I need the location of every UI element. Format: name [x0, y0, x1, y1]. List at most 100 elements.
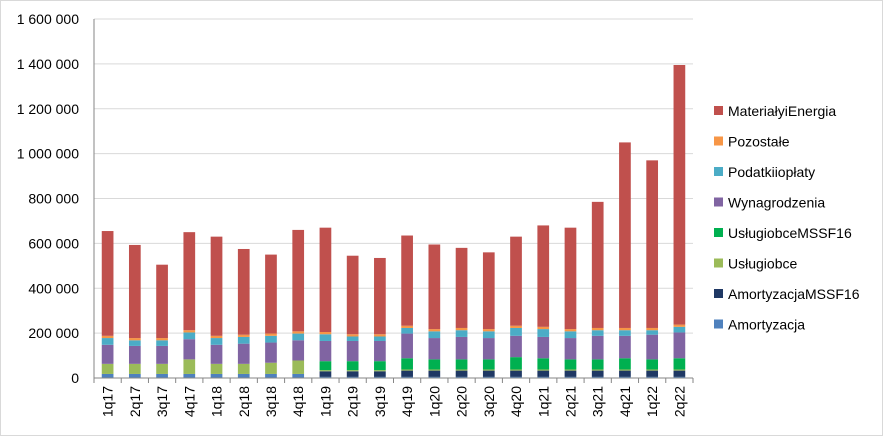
- bar-segment: [183, 330, 196, 333]
- bar-segment: [510, 335, 522, 358]
- legend-swatch: [714, 319, 723, 329]
- bar-segment: [265, 362, 277, 374]
- x-tick-label: 4q18: [290, 386, 306, 417]
- bar-segment: [401, 376, 413, 378]
- bar-segment: [210, 335, 223, 339]
- bar-segment: [292, 340, 305, 361]
- bar-segment: [428, 359, 441, 370]
- bar-segment: [346, 336, 359, 341]
- bar-segment: [537, 336, 550, 359]
- bar-segment: [646, 369, 659, 371]
- bar-segment: [156, 363, 168, 374]
- bar-segment: [673, 64, 686, 325]
- x-tick-label: 4q17: [181, 386, 197, 417]
- bar-segment: [537, 329, 550, 337]
- bar-segment: [482, 252, 495, 330]
- bar-segment: [319, 376, 332, 378]
- bar-segment: [237, 334, 250, 337]
- bar-segment: [401, 325, 413, 328]
- bar-segment: [237, 343, 250, 364]
- bar-segment: [591, 376, 604, 378]
- bar-segment: [510, 325, 522, 328]
- bar-segment: [646, 160, 659, 328]
- bar-segment: [156, 373, 168, 378]
- bar-segment: [455, 327, 468, 331]
- bar-segment: [401, 235, 413, 326]
- bar-segment: [428, 331, 441, 339]
- bar-segment: [455, 359, 468, 370]
- bar-segment: [619, 358, 631, 370]
- bar-segment: [128, 340, 141, 346]
- bar-segment: [619, 330, 631, 336]
- x-axis-tick-labels: 1q17 2q17 3q17 4q17 1q18 2q18 3q18 4q18 1q19 2q19…: [100, 386, 688, 417]
- bar-segment: [128, 338, 141, 341]
- bar-segment: [346, 371, 359, 377]
- bar-segment: [210, 363, 223, 374]
- bar-segment: [183, 332, 196, 340]
- x-tick-label: 4q20: [508, 386, 524, 417]
- x-tick-label: 1q17: [100, 386, 116, 417]
- x-tick-label: 4q19: [399, 386, 415, 417]
- bar-segment: [265, 335, 277, 343]
- bar-segment: [455, 247, 468, 328]
- y-axis-tick-labels: 0 200 000 400 000 600 000 800 000 1 000 000 1 …: [17, 11, 80, 386]
- bar-segment: [619, 370, 631, 377]
- bar-segment: [319, 370, 332, 372]
- bar-segment: [646, 376, 659, 378]
- x-tick-label: 1q22: [644, 386, 660, 417]
- bar-segment: [564, 370, 577, 377]
- bar-segment: [591, 359, 604, 370]
- x-tick-label: 3q18: [263, 386, 279, 417]
- bar-segment: [673, 326, 686, 333]
- x-tick-label: 1q18: [209, 386, 225, 417]
- bar-segment: [564, 359, 577, 370]
- bar-segment: [673, 369, 686, 371]
- legend-swatch: [714, 106, 723, 115]
- bar-segment: [591, 335, 604, 360]
- bar-segment: [537, 358, 550, 370]
- bar-segment: [128, 345, 141, 364]
- bar-segment: [156, 340, 168, 346]
- legend: MateriałyiEnergia Pozostałe Podatkiiopłaty…: [714, 103, 860, 333]
- bar-segment: [346, 334, 359, 337]
- bar-segment: [210, 373, 223, 378]
- bar-segment: [619, 335, 631, 359]
- bar-segment: [619, 369, 631, 371]
- bar-segment: [591, 330, 604, 336]
- bar-segment: [428, 376, 441, 378]
- bar-segment: [510, 370, 522, 377]
- bar-segment: [346, 370, 359, 372]
- bar-segment: [292, 229, 305, 332]
- bar-segment: [482, 376, 495, 378]
- bar-segment: [428, 329, 441, 332]
- bar-segment: [537, 369, 550, 371]
- bar-segment: [156, 264, 168, 339]
- bar-segment: [346, 361, 359, 371]
- bar-segment: [428, 338, 441, 360]
- bar-segment: [101, 335, 114, 339]
- bar-segment: [101, 373, 114, 378]
- y-tick-label: 1 400 000: [17, 56, 79, 72]
- bar-segment: [401, 333, 413, 359]
- legend-swatch: [714, 289, 723, 298]
- bar-segment: [537, 370, 550, 377]
- bar-segment: [455, 376, 468, 378]
- bar-segment: [210, 236, 223, 336]
- bar-segment: [401, 358, 413, 370]
- bar-segment: [401, 370, 413, 377]
- bar-segment: [564, 227, 577, 330]
- bar-segment: [591, 370, 604, 377]
- legend-swatch: [714, 136, 723, 146]
- bar-segment: [292, 331, 305, 334]
- bar-segment: [455, 369, 468, 371]
- legend-swatch: [714, 197, 723, 207]
- x-tick-label: 3q17: [154, 386, 170, 417]
- bar-segment: [619, 327, 631, 331]
- bar-segment: [210, 344, 223, 364]
- bar-segment: [346, 376, 359, 378]
- legend-label: AmortyzacjaMSSF16: [728, 286, 860, 302]
- x-tick-label: 3q21: [590, 386, 606, 417]
- bar-segment: [374, 340, 386, 362]
